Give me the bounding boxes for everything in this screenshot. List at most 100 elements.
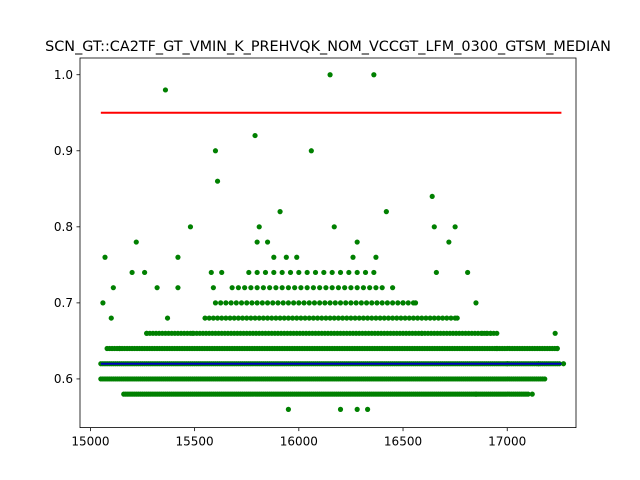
data-point	[381, 315, 387, 321]
data-point	[279, 269, 285, 276]
y-tick-label: 0.7	[54, 296, 73, 310]
data-point	[214, 315, 221, 321]
data-point	[306, 315, 312, 321]
data-point	[374, 300, 380, 306]
data-point	[314, 315, 321, 321]
data-point	[110, 285, 116, 291]
data-point	[233, 300, 239, 306]
data-point	[304, 285, 310, 291]
data-point	[254, 300, 260, 306]
data-point	[231, 315, 237, 321]
y-tick-label: 1.0	[54, 68, 73, 82]
data-point	[264, 300, 271, 306]
data-point	[379, 300, 385, 306]
data-point	[133, 239, 139, 245]
data-point	[342, 285, 348, 291]
data-point	[256, 315, 262, 321]
data-point	[552, 330, 558, 336]
data-point	[390, 315, 396, 321]
data-point	[248, 315, 254, 321]
data-point	[350, 254, 356, 260]
data-point	[308, 148, 314, 154]
data-point	[254, 269, 260, 276]
data-point	[223, 300, 229, 306]
data-point	[383, 209, 389, 215]
data-point	[473, 391, 479, 397]
data-point	[212, 300, 219, 306]
data-point	[394, 315, 400, 321]
data-point	[390, 285, 396, 291]
data-point	[343, 300, 349, 306]
data-point	[344, 315, 350, 321]
x-tick-label: 15500	[176, 435, 214, 449]
data-point	[554, 345, 560, 352]
data-point	[294, 315, 300, 321]
data-point	[281, 315, 287, 321]
data-point	[175, 254, 181, 260]
data-point	[210, 315, 216, 321]
data-point	[410, 315, 417, 321]
data-point	[398, 315, 404, 321]
data-point	[429, 193, 435, 200]
data-point	[189, 330, 196, 336]
data-point	[365, 406, 371, 412]
data-point	[373, 285, 379, 291]
data-point	[440, 315, 446, 321]
data-point	[260, 285, 266, 291]
data-point	[369, 315, 375, 321]
data-point	[415, 315, 421, 321]
plot-area	[79, 57, 577, 429]
data-point	[402, 315, 408, 321]
data-point	[427, 315, 433, 321]
data-point	[384, 300, 390, 306]
data-point	[275, 300, 281, 306]
data-point	[412, 300, 419, 306]
data-point	[219, 269, 225, 276]
data-point	[248, 285, 254, 291]
data-point	[223, 315, 229, 321]
data-point	[479, 330, 485, 336]
data-point	[285, 315, 291, 321]
data-point	[487, 330, 494, 336]
data-point	[385, 315, 392, 321]
data-point	[254, 285, 260, 291]
data-point	[335, 285, 342, 291]
data-point	[252, 315, 258, 321]
data-point	[228, 300, 234, 306]
data-point	[337, 269, 344, 276]
data-point	[354, 269, 360, 276]
data-point	[560, 361, 567, 367]
data-point	[327, 315, 333, 321]
data-point	[448, 315, 454, 321]
data-point	[117, 345, 123, 352]
data-point	[292, 285, 298, 291]
data-point	[419, 330, 425, 336]
data-point	[371, 269, 377, 276]
data-point	[212, 148, 219, 154]
data-point	[360, 315, 367, 321]
data-point	[249, 300, 255, 306]
data-point	[129, 269, 135, 276]
y-tick-label: 0.6	[54, 372, 73, 386]
x-tick-label: 16000	[280, 435, 318, 449]
data-point	[285, 406, 291, 412]
data-point	[264, 239, 271, 245]
data-point	[331, 224, 337, 230]
data-point	[210, 285, 216, 291]
data-point	[254, 239, 260, 245]
data-point	[494, 330, 500, 336]
points-layer	[98, 72, 567, 412]
data-point	[267, 285, 273, 291]
data-point	[298, 285, 304, 291]
data-point	[362, 269, 369, 276]
data-point	[405, 300, 411, 306]
data-point	[473, 300, 479, 306]
data-point	[423, 315, 429, 321]
data-point	[219, 315, 225, 321]
data-point	[164, 315, 171, 321]
data-point	[238, 300, 245, 306]
data-point	[352, 315, 358, 321]
data-point	[483, 330, 489, 336]
